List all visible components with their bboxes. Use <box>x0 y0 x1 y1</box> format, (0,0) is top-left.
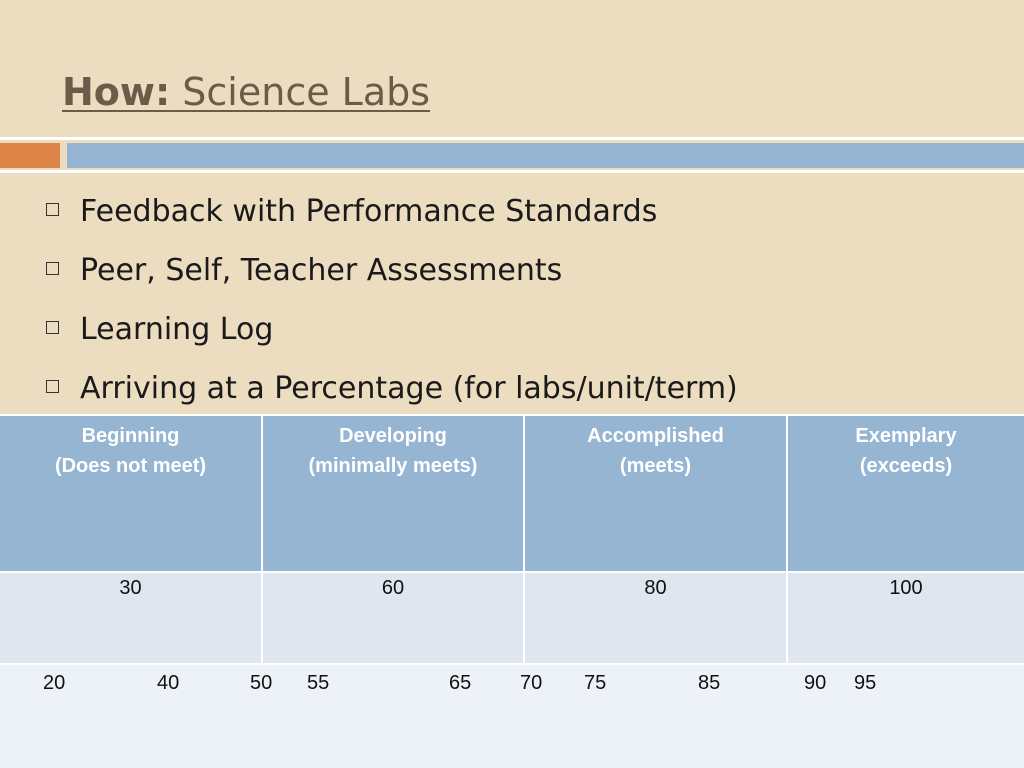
header-cell-beginning: Beginning (Does not meet) <box>0 416 261 571</box>
scale-value: 85 <box>698 672 721 694</box>
header-label: Exemplary <box>855 425 957 447</box>
title-topic: Science Labs <box>170 70 431 114</box>
square-bullet-icon <box>46 380 59 393</box>
bullet-text: Peer, Self, Teacher Assessments <box>80 253 563 288</box>
scale-value: 55 <box>307 672 330 694</box>
square-bullet-icon <box>46 321 59 334</box>
header-cell-developing: Developing (minimally meets) <box>263 416 523 571</box>
square-bullet-icon <box>46 203 59 216</box>
scale-value: 70 <box>520 672 543 694</box>
bullet-text: Feedback with Performance Standards <box>80 194 658 229</box>
header-label: Beginning <box>81 425 180 447</box>
rubric-table: Beginning (Does not meet) Developing (mini… <box>0 414 1024 768</box>
accent-bar-orange <box>0 143 60 168</box>
bullet-text: Arriving at a Percentage (for labs/unit/… <box>80 371 738 406</box>
scale-value: 90 <box>804 672 827 694</box>
scale-value: 95 <box>854 672 877 694</box>
table-header-row: Beginning (Does not meet) Developing (mini… <box>0 416 1024 571</box>
table-row-values: 30 60 80 100 <box>0 573 1024 663</box>
scale-value: 20 <box>43 672 66 694</box>
divider-top <box>0 137 1024 140</box>
value-cell: 30 <box>0 573 261 663</box>
header-label: Developing <box>339 425 447 447</box>
value-cell: 80 <box>525 573 786 663</box>
accent-bar-blue <box>67 143 1024 168</box>
table-row-scale: 20 40 50 55 65 70 75 85 90 95 <box>0 665 1024 768</box>
bullet-text: Learning Log <box>80 312 274 347</box>
header-cell-exemplary: Exemplary (exceeds) <box>788 416 1024 571</box>
scale-value: 65 <box>449 672 472 694</box>
header-cell-accomplished: Accomplished (meets) <box>525 416 786 571</box>
slide-title: How: Science Labs <box>62 70 430 114</box>
value-cell: 60 <box>263 573 523 663</box>
header-sublabel: (meets) <box>619 455 692 477</box>
scale-value: 50 <box>250 672 273 694</box>
scale-value: 75 <box>584 672 607 694</box>
divider-bottom <box>0 170 1024 173</box>
header-label: Accomplished <box>587 425 724 447</box>
title-how: How: <box>62 70 171 114</box>
square-bullet-icon <box>46 262 59 275</box>
header-sublabel: (exceeds) <box>859 455 953 477</box>
header-sublabel: (minimally meets) <box>308 455 478 477</box>
header-sublabel: (Does not meet) <box>54 455 207 477</box>
scale-value: 40 <box>157 672 180 694</box>
value-cell: 100 <box>788 573 1024 663</box>
